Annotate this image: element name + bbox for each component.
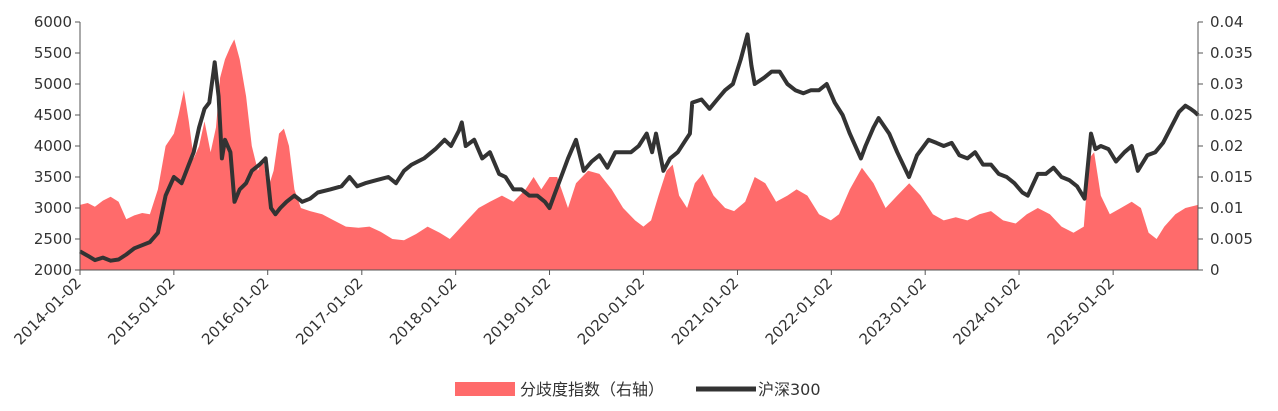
left-axis-tick-label: 4500 [34, 106, 72, 124]
area-series-layer [79, 39, 1199, 271]
line-series-layer [79, 32, 1200, 263]
legend: 分歧度指数（右轴） 沪深300 [455, 380, 821, 399]
line-series-csi300 [79, 32, 1200, 263]
right-axis-tick-label: 0 [1210, 261, 1220, 279]
right-axis-tick-label: 0.025 [1210, 106, 1253, 124]
legend-swatch-divergence-index [455, 382, 515, 396]
x-axis-tick-label: 2018-01-02 [386, 274, 460, 348]
x-axis-tick-label: 2014-01-02 [10, 274, 84, 348]
x-axis-tick-label: 2025-01-02 [1044, 274, 1118, 348]
left-axis-tick-label: 3500 [34, 168, 72, 186]
left-axis-tick-label: 4000 [34, 137, 72, 155]
x-axis-tick-label: 2017-01-02 [292, 274, 366, 348]
left-axis-tick-label: 2000 [34, 261, 72, 279]
right-axis-tick-label: 0.015 [1210, 168, 1253, 186]
x-axis-tick-label: 2019-01-02 [480, 274, 554, 348]
x-axis-tick-label: 2023-01-02 [856, 274, 930, 348]
right-axis-tick-label: 0.005 [1210, 230, 1253, 248]
left-axis-tick-label: 3000 [34, 199, 72, 217]
right-axis-tick-label: 0.01 [1210, 199, 1243, 217]
x-axis-tick-label: 2016-01-02 [198, 274, 272, 348]
right-axis-tick-label: 0.03 [1210, 75, 1243, 93]
left-axis-tick-label: 5500 [34, 44, 72, 62]
left-axis-tick-label: 6000 [34, 13, 72, 31]
x-axis-tick-label: 2020-01-02 [574, 274, 648, 348]
x-axis-tick-label: 2015-01-02 [104, 274, 178, 348]
legend-label-divergence-index: 分歧度指数（右轴） [520, 380, 664, 399]
left-axis-tick-label: 5000 [34, 75, 72, 93]
right-axis-tick-label: 0.035 [1210, 44, 1253, 62]
x-axis-tick-label: 2024-01-02 [949, 274, 1023, 348]
area-series-divergence-index [80, 39, 1198, 271]
right-axis-tick-label: 0.02 [1210, 137, 1243, 155]
x-axis-tick-label: 2021-01-02 [668, 274, 742, 348]
x-axis-tick-label: 2022-01-02 [762, 274, 836, 348]
legend-label-csi300: 沪深300 [758, 380, 821, 399]
right-axis-tick-label: 0.04 [1210, 13, 1243, 31]
left-axis-tick-label: 2500 [34, 230, 72, 248]
